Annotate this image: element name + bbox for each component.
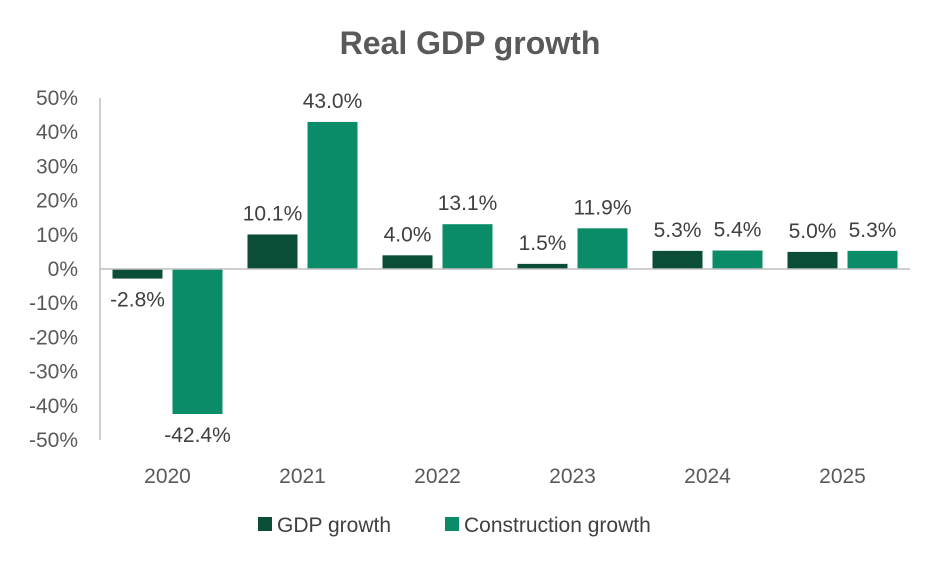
- data-label: 5.3%: [654, 219, 702, 242]
- bar-gdp-growth-2024: [652, 250, 703, 269]
- bars: [112, 121, 898, 415]
- x-tick-label: 2021: [279, 465, 326, 488]
- legend-label-construction-growth: Construction growth: [464, 514, 651, 537]
- legend-label-gdp-growth: GDP growth: [277, 514, 391, 537]
- y-tick-label: 0%: [48, 258, 78, 281]
- bar-gdp-growth-2021: [247, 234, 298, 269]
- data-labels: -2.8% -42.4% 10.1% 43.0% 4.0% 13.1% 1.5% 11.9% 5…: [110, 90, 896, 447]
- x-tick-label: 2024: [684, 465, 731, 488]
- y-tick-label: -50%: [29, 429, 78, 452]
- data-label: 4.0%: [384, 223, 432, 246]
- bar-construction-growth-2023: [577, 228, 628, 269]
- x-axis: 2020 2021 2022 2023 2024 2025: [100, 268, 910, 488]
- data-label: 1.5%: [519, 232, 567, 255]
- data-label: 5.3%: [849, 219, 897, 242]
- legend-swatch-construction-growth: [445, 517, 459, 531]
- x-tick-label: 2023: [549, 465, 596, 488]
- bar-construction-growth-2024: [712, 250, 763, 269]
- bar-gdp-growth-2022: [382, 255, 433, 269]
- data-label: 43.0%: [303, 90, 363, 113]
- y-axis: 50% 40% 30% 20% 10% 0% -10% -20% -30% -40% -50%: [29, 87, 101, 452]
- y-tick-label: 40%: [36, 121, 78, 144]
- bar-construction-growth-2020: [172, 269, 223, 415]
- bar-gdp-growth-2023: [517, 263, 568, 269]
- y-tick-label: 20%: [36, 190, 78, 213]
- y-tick-label: 30%: [36, 155, 78, 178]
- bar-gdp-growth-2025: [787, 251, 838, 269]
- data-label: 11.9%: [574, 196, 632, 219]
- y-tick-label: -10%: [29, 292, 78, 315]
- data-label: 13.1%: [438, 192, 498, 215]
- x-tick-label: 2020: [144, 465, 191, 488]
- y-tick-label: -30%: [29, 361, 78, 384]
- bar-gdp-growth-2020: [112, 269, 163, 279]
- legend-swatch-gdp-growth: [258, 517, 272, 531]
- x-tick-label: 2022: [414, 465, 461, 488]
- chart-title: Real GDP growth: [340, 25, 601, 61]
- bar-construction-growth-2021: [307, 121, 358, 269]
- bar-construction-growth-2022: [442, 224, 493, 269]
- y-tick-label: 10%: [36, 224, 78, 247]
- x-tick-label: 2025: [819, 465, 866, 488]
- y-tick-label: 50%: [36, 87, 78, 110]
- data-label: -42.4%: [164, 424, 231, 447]
- y-tick-label: -40%: [29, 395, 78, 418]
- data-label: 5.0%: [789, 220, 837, 243]
- data-label: 5.4%: [714, 219, 762, 242]
- y-tick-label: -20%: [29, 326, 78, 349]
- bar-construction-growth-2025: [847, 250, 898, 269]
- data-label: 10.1%: [243, 202, 303, 225]
- data-label: -2.8%: [110, 289, 165, 312]
- legend: GDP growth Construction growth: [258, 514, 651, 537]
